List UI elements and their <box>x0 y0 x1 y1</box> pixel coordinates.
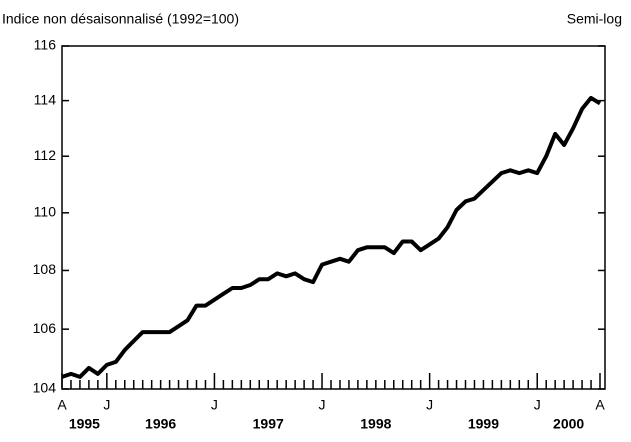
y-tick-label: 110 <box>34 204 57 220</box>
y-tick-label: 106 <box>33 320 57 336</box>
y-tick-label: 104 <box>33 380 57 396</box>
y-tick-label: 112 <box>34 147 57 163</box>
year-label: 1995 <box>69 416 100 432</box>
y-tick-label: 116 <box>34 37 57 53</box>
x-tick-label: J <box>534 397 541 413</box>
year-label: 1997 <box>253 416 284 432</box>
y-tick-label: 114 <box>34 91 57 107</box>
chart-title: Indice non désaisonnalisé (1992=100) <box>2 11 239 27</box>
plot-frame <box>61 45 606 390</box>
data-line <box>61 95 602 379</box>
x-tick-label: J <box>319 397 326 413</box>
year-label: 1999 <box>468 416 499 432</box>
x-tick-label: J <box>211 397 218 413</box>
x-tick-label: J <box>426 397 433 413</box>
scale-note: Semi-log <box>567 11 622 27</box>
year-label: 1998 <box>360 416 391 432</box>
x-tick-label: A <box>595 397 605 413</box>
y-tick-label: 108 <box>33 261 57 277</box>
x-tick-label: J <box>103 397 110 413</box>
x-tick-label: A <box>57 397 67 413</box>
year-label: 2000 <box>553 416 584 432</box>
year-label: 1996 <box>145 416 176 432</box>
